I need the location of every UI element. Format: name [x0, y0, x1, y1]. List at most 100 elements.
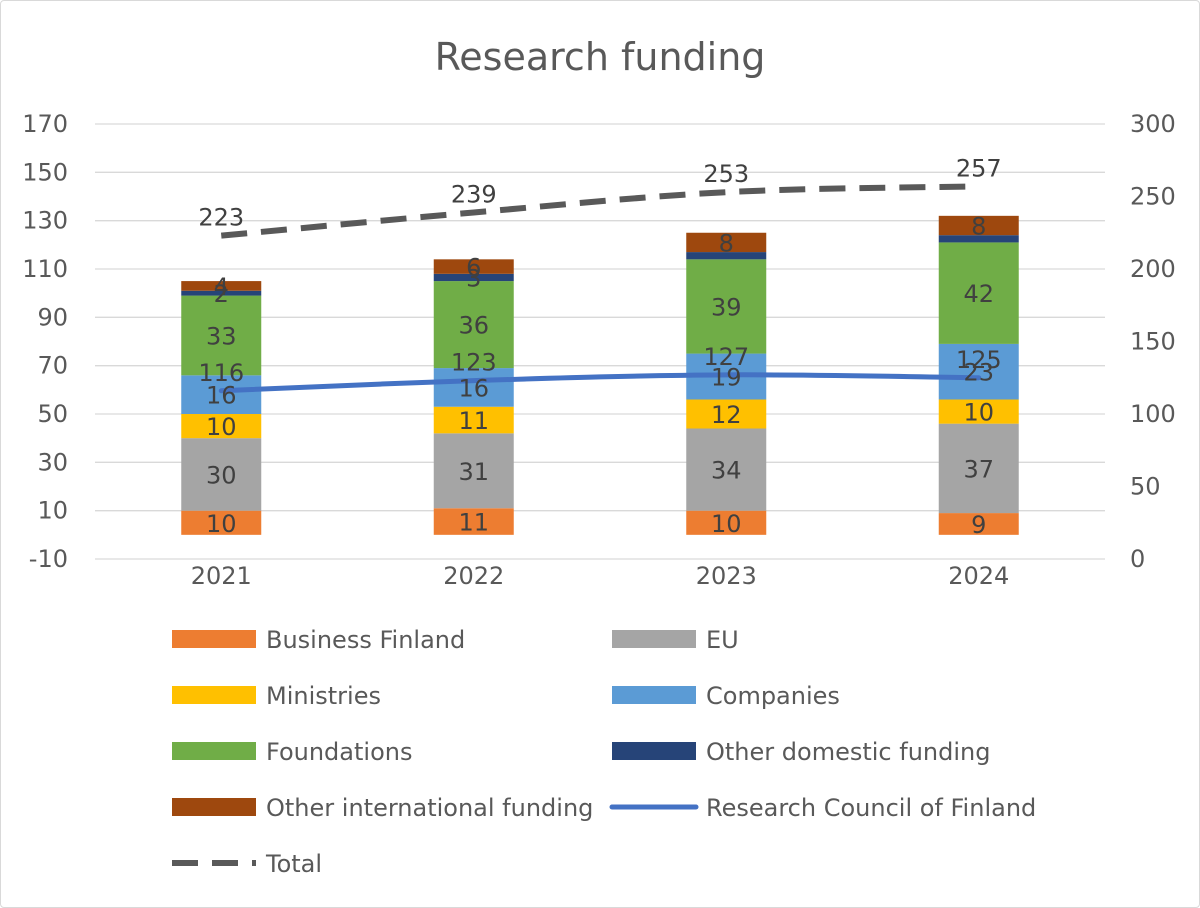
legend-swatch: [172, 630, 256, 648]
data-label-research-council-of-finland: 125: [956, 346, 1002, 374]
data-label-total: 239: [451, 180, 497, 208]
legend-label: Business Finland: [266, 626, 465, 654]
data-label-ministries: 10: [963, 399, 994, 427]
y-right-tick-label: 300: [1130, 110, 1176, 138]
y-right-tick-label: 0: [1130, 545, 1145, 573]
legend-item-foundations: Foundations: [172, 738, 412, 766]
legend-label: Other domestic funding: [706, 738, 990, 766]
x-tick-label: 2021: [191, 562, 252, 590]
bar-business-finland-2022: [433, 508, 514, 535]
data-label-companies: 16: [458, 374, 489, 402]
data-label-ministries: 10: [206, 413, 237, 441]
data-label-total: 223: [198, 204, 244, 232]
bar-other-domestic-funding-2024: [938, 235, 1019, 243]
y-right-tick-label: 50: [1130, 473, 1161, 501]
data-label-companies: 19: [711, 364, 742, 392]
data-label-companies: 16: [206, 382, 237, 410]
y-right-tick-label: 200: [1130, 255, 1176, 283]
chart-title: Research funding: [435, 35, 766, 79]
bar-other-international-funding-2021: [181, 281, 262, 291]
line-total: [220, 183, 979, 239]
legend-item-companies: Companies: [612, 682, 840, 710]
legend-item-other-domestic-funding: Other domestic funding: [612, 738, 990, 766]
data-label-eu: 37: [963, 455, 994, 483]
x-tick-label: 2024: [948, 562, 1009, 590]
y-left-tick-label: 130: [22, 207, 68, 235]
bar-foundations-2024: [938, 242, 1019, 344]
data-label-business-finland: 9: [971, 511, 986, 539]
bar-business-finland-2024: [938, 513, 1019, 535]
bar-foundations-2022: [433, 281, 514, 369]
y-right-tick-label: 250: [1130, 183, 1176, 211]
x-tick-label: 2023: [696, 562, 757, 590]
data-label-other-domestic-funding: 3: [466, 264, 481, 292]
legend-label: Foundations: [266, 738, 412, 766]
bar-other-international-funding-2024: [938, 215, 1019, 236]
bar-eu-2024: [938, 423, 1019, 514]
bar-foundations-2021: [181, 295, 262, 376]
legend-item-business-finland: Business Finland: [172, 626, 465, 654]
legend-label: Total: [265, 850, 322, 878]
data-label-eu: 31: [458, 458, 489, 486]
y-left-tick-label: -10: [29, 545, 68, 573]
y-left-tick-label: 50: [37, 400, 68, 428]
y-left-tick-label: 90: [37, 303, 68, 331]
data-label-business-finland: 11: [458, 509, 489, 537]
data-label-ministries: 11: [458, 407, 489, 435]
line-research-council-of-finland: [218, 372, 982, 394]
legend-swatch: [612, 742, 696, 760]
legend-swatch: [612, 630, 696, 648]
bar-ministries-2023: [686, 399, 767, 429]
data-label-foundations: 36: [458, 312, 489, 340]
legend-swatch: [172, 742, 256, 760]
legend-item-other-international-funding: Other international funding: [172, 794, 593, 822]
bar-business-finland-2021: [181, 510, 262, 535]
data-label-other-international-funding: 4: [214, 273, 229, 301]
bar-ministries-2021: [181, 414, 262, 439]
legend-swatch: [612, 686, 696, 704]
legend-label: Research Council of Finland: [706, 794, 1036, 822]
legend-label: Other international funding: [266, 794, 593, 822]
y-right-tick-label: 100: [1130, 400, 1176, 428]
bar-other-international-funding-2023: [686, 232, 767, 253]
y-left-tick-label: 170: [22, 110, 68, 138]
y-left-tick-label: 10: [37, 497, 68, 525]
data-label-other-international-funding: 8: [719, 229, 734, 257]
y-left-tick-label: 30: [37, 448, 68, 476]
legend-item-total: Total: [172, 850, 322, 878]
x-tick-label: 2022: [443, 562, 504, 590]
data-label-eu: 34: [711, 457, 742, 485]
bar-foundations-2023: [686, 259, 767, 354]
data-label-foundations: 42: [963, 280, 994, 308]
legend-label: Ministries: [266, 682, 381, 710]
bar-eu-2021: [181, 438, 262, 511]
bar-other-domestic-funding-2023: [686, 252, 767, 260]
y-left-tick-label: 150: [22, 158, 68, 186]
legend-item-research-council-of-finland: Research Council of Finland: [609, 794, 1036, 822]
data-label-research-council-of-finland: 127: [703, 343, 749, 371]
bar-business-finland-2023: [686, 510, 767, 535]
legend-swatch: [172, 798, 256, 816]
bar-other-international-funding-2022: [433, 259, 514, 274]
data-label-other-domestic-funding: 2: [214, 280, 229, 308]
data-label-ministries: 12: [711, 401, 742, 429]
bar-companies-2021: [181, 375, 262, 414]
data-label-foundations: 39: [711, 293, 742, 321]
data-label-companies: 23: [963, 359, 994, 387]
data-label-total: 257: [956, 154, 1002, 182]
data-label-other-international-funding: 8: [971, 213, 986, 241]
data-label-other-international-funding: 6: [466, 254, 481, 282]
bar-companies-2022: [433, 368, 514, 407]
data-label-eu: 30: [206, 461, 237, 489]
legend-item-ministries: Ministries: [172, 682, 381, 710]
y-left-tick-label: 110: [22, 255, 68, 283]
legend-item-eu: EU: [612, 626, 739, 654]
legend-label: EU: [706, 626, 739, 654]
bar-other-domestic-funding-2022: [433, 273, 514, 282]
bar-ministries-2022: [433, 406, 514, 434]
data-label-foundations: 33: [206, 322, 237, 350]
bar-eu-2023: [686, 428, 767, 511]
bar-companies-2024: [938, 343, 1019, 400]
bar-ministries-2024: [938, 399, 1019, 424]
